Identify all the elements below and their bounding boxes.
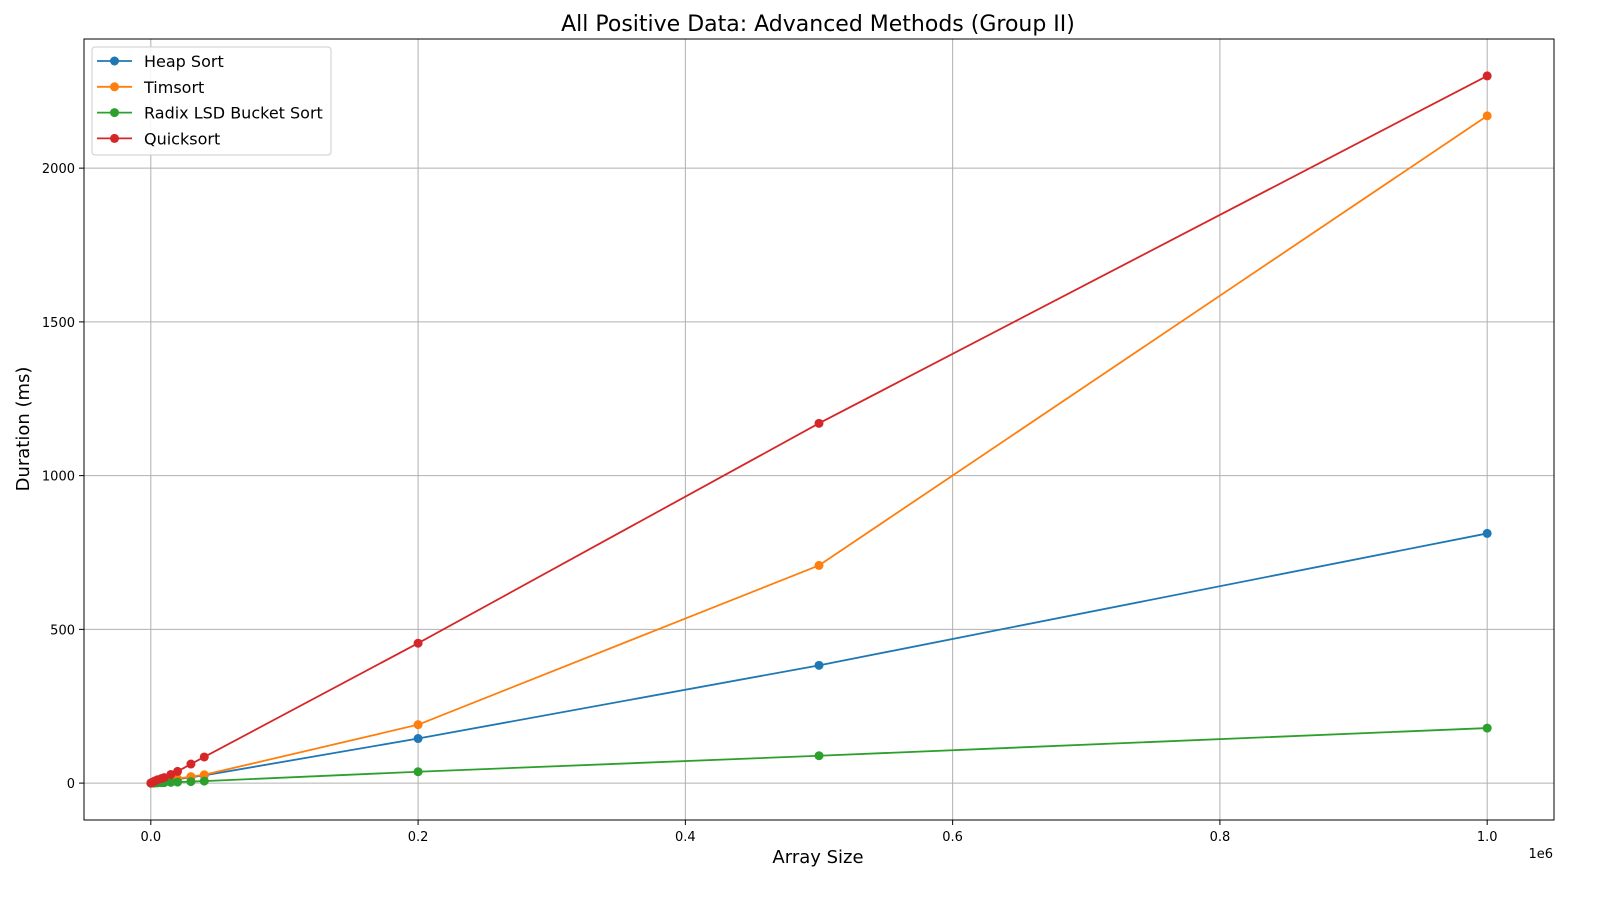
data-point-quicksort [186,759,196,769]
x-axis-label: Array Size [772,847,863,868]
x-axis-offset-label: 1e6 [1528,847,1553,862]
data-point-quicksort [413,638,423,648]
x-axis-ticks: 0.0 0.2 0.4 0.6 0.8 1.0 [140,820,1498,845]
data-point-quicksort [814,418,824,428]
x-tick-label: 0.4 [675,830,696,845]
x-tick-label: 0.2 [408,830,429,845]
legend-label-timsort: Timsort [143,78,204,97]
y-axis-label: Duration (ms) [13,367,34,492]
data-point-radix-lsd-bucket-sort [173,777,183,787]
legend-box [91,46,332,156]
data-point-quicksort [1482,71,1492,81]
data-point-radix-lsd-bucket-sort [1482,723,1492,733]
series-layer [146,71,1492,788]
data-point-radix-lsd-bucket-sort [814,751,824,761]
data-point-quicksort [159,773,169,783]
legend-marker-radix-lsd-bucket-sort [110,108,119,118]
y-axis-ticks: 0 500 1000 1500 2000 [42,162,84,792]
x-tick-label: 1.0 [1477,830,1498,845]
plot-frame [83,38,1555,821]
data-point-radix-lsd-bucket-sort [186,777,196,787]
x-tick-label: 0.6 [942,830,963,845]
y-tick-label: 0 [67,777,75,792]
legend-marker-quicksort [110,133,119,143]
data-point-quicksort [199,752,209,762]
x-tick-label: 0.8 [1210,830,1231,845]
y-tick-label: 1000 [42,470,75,485]
data-point-timsort [413,720,423,730]
legend-marker-timsort [110,82,119,92]
data-point-radix-lsd-bucket-sort [413,767,423,777]
legend-label-quicksort: Quicksort [144,129,220,148]
legend-marker-heap-sort [110,56,119,66]
chart-title: All Positive Data: Advanced Methods (Gro… [561,12,1075,37]
y-tick-label: 500 [50,623,75,638]
data-point-timsort [814,560,824,570]
data-point-quicksort [166,769,176,779]
data-point-heap-sort [1482,528,1492,538]
legend-label-radix-lsd-bucket-sort: Radix LSD Bucket Sort [144,104,323,123]
series-quicksort [146,71,1492,788]
legend: Heap Sort Timsort Radix LSD Bucket Sort Qui… [91,46,332,156]
data-point-heap-sort [413,734,423,744]
y-tick-label: 1500 [42,316,75,331]
data-point-radix-lsd-bucket-sort [199,776,209,786]
data-point-timsort [199,770,209,780]
data-point-quicksort [173,766,183,776]
data-point-radix-lsd-bucket-sort [166,777,176,787]
x-tick-label: 0.0 [140,830,161,845]
y-tick-label: 2000 [42,162,75,177]
data-point-heap-sort [814,660,824,670]
legend-label-heap-sort: Heap Sort [144,52,224,71]
data-point-timsort [1482,111,1492,121]
